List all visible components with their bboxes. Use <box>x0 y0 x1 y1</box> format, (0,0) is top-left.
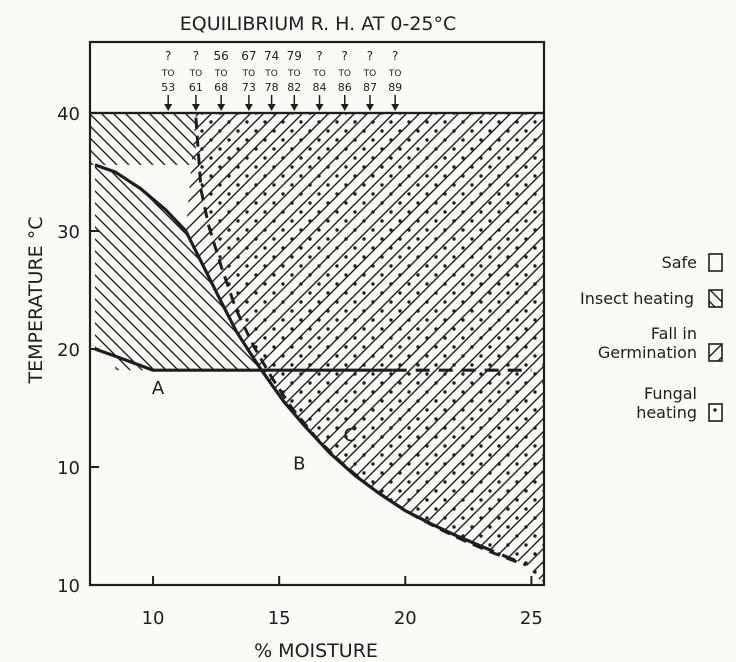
rh-range-to: 86 <box>338 81 352 94</box>
legend-label: Fall in <box>651 324 697 343</box>
rh-range-4: 74 TO 78 <box>264 49 279 111</box>
legend-label: Fungal <box>644 384 697 403</box>
y-tick-label: 20 <box>57 340 80 361</box>
x-tick-label: 10 <box>142 608 165 629</box>
rh-range-7: ? TO 86 <box>337 49 352 111</box>
rh-range-to: 89 <box>388 81 402 94</box>
rh-range-to: 68 <box>214 81 228 94</box>
insect-heating-region-top <box>90 113 196 165</box>
curve-a <box>94 347 393 372</box>
rh-arrow-head <box>164 104 173 111</box>
curve-upper-boundary <box>94 163 263 372</box>
rh-arrow-head <box>191 104 200 111</box>
rh-range-0: ? TO 53 <box>161 49 175 111</box>
rh-range-from: 56 <box>214 49 229 63</box>
rh-range-5: 79 TO 82 <box>287 49 302 111</box>
rh-range-to-word: TO <box>264 69 278 79</box>
legend-swatch <box>708 253 723 272</box>
rh-range-to-word: TO <box>214 69 228 79</box>
rh-arrow-head <box>217 104 226 111</box>
rh-range-from: 67 <box>241 49 256 63</box>
rh-range-from: 74 <box>264 49 279 63</box>
insect-heating-region <box>95 164 262 371</box>
rh-range-to: 87 <box>363 81 377 94</box>
rh-arrow-head <box>315 104 324 111</box>
x-tick-label: 15 <box>268 608 291 629</box>
rh-range-3: 67 TO 73 <box>241 49 257 111</box>
rh-ranges: ? TO 53? TO 61 56 TO 68 67 TO 73 74 TO 78 79 TO 82? TO 84?… <box>161 49 402 111</box>
legend-swatch <box>708 343 723 362</box>
rh-range-9: ? TO 89 <box>388 49 402 111</box>
x-axis-label: % MOISTURE <box>254 640 378 662</box>
fungal-heating-region <box>195 113 544 585</box>
rh-arrow-head <box>391 104 400 111</box>
rh-range-to-word: TO <box>388 69 402 79</box>
boundary-curves <box>94 117 532 567</box>
legend-label: Germination <box>598 343 697 362</box>
y-axis-label: TEMPERATURE °C <box>25 217 47 385</box>
rh-range-to-word: TO <box>242 69 256 79</box>
region-labels: A B C <box>152 378 356 475</box>
legend-label: Insect heating <box>580 289 694 308</box>
x-tick-label: 25 <box>520 608 543 629</box>
rh-range-to-word: TO <box>189 69 203 79</box>
region-label-a: A <box>152 378 165 399</box>
legend-item-0: Safe <box>662 253 723 272</box>
rh-range-from: 79 <box>287 49 302 63</box>
rh-range-from: ? <box>342 49 348 63</box>
legend-label: heating <box>636 403 697 422</box>
legend-swatch <box>708 289 723 308</box>
rh-range-to: 84 <box>313 81 327 94</box>
rh-range-to: 73 <box>242 81 256 94</box>
y-tick-label: 10 <box>57 576 80 597</box>
rh-range-to: 82 <box>287 81 301 94</box>
rh-arrow-head <box>267 104 276 111</box>
rh-range-1: ? TO 61 <box>189 49 203 111</box>
rh-range-from: ? <box>367 49 373 63</box>
rh-arrow-head <box>365 104 374 111</box>
legend-swatch-bg <box>709 254 722 271</box>
rh-range-6: ? TO 84 <box>312 49 327 111</box>
region-label-c: C <box>343 425 356 446</box>
x-axis: 10 15 20 25 <box>142 576 543 629</box>
x-tick-label: 20 <box>394 608 417 629</box>
region-label-b: B <box>293 453 305 474</box>
rh-range-to-word: TO <box>287 69 301 79</box>
y-tick-label: 30 <box>57 222 80 243</box>
rh-arrow-head <box>244 104 253 111</box>
y-tick-label: 40 <box>57 104 80 125</box>
chart-title: EQUILIBRIUM R. H. AT 0-25°C <box>180 13 457 35</box>
rh-range-from: ? <box>392 49 398 63</box>
rh-range-to: 61 <box>189 81 203 94</box>
rh-range-to-word: TO <box>337 69 351 79</box>
legend-label: Safe <box>662 253 697 272</box>
rh-range-from: ? <box>165 49 171 63</box>
rh-range-from: ? <box>193 49 199 63</box>
rh-range-2: 56 TO 68 <box>214 49 229 111</box>
rh-range-8: ? TO 87 <box>363 49 377 111</box>
rh-range-to-word: TO <box>363 69 377 79</box>
legend-item-1: Insect heating <box>580 289 723 308</box>
rh-range-to: 53 <box>161 81 175 94</box>
y-axis: 10 10 20 30 40 <box>57 104 99 597</box>
rh-range-to-word: TO <box>312 69 326 79</box>
rh-range-from: ? <box>316 49 322 63</box>
curve-b-extension <box>480 544 527 567</box>
rh-range-to-word: TO <box>161 69 175 79</box>
y-tick-label: 10 <box>57 458 80 479</box>
legend-swatch <box>708 403 723 422</box>
rh-arrow-head <box>340 104 349 111</box>
plot-regions <box>90 113 544 585</box>
rh-range-to: 78 <box>265 81 279 94</box>
curve-c <box>194 117 520 565</box>
rh-arrow-head <box>290 104 299 111</box>
